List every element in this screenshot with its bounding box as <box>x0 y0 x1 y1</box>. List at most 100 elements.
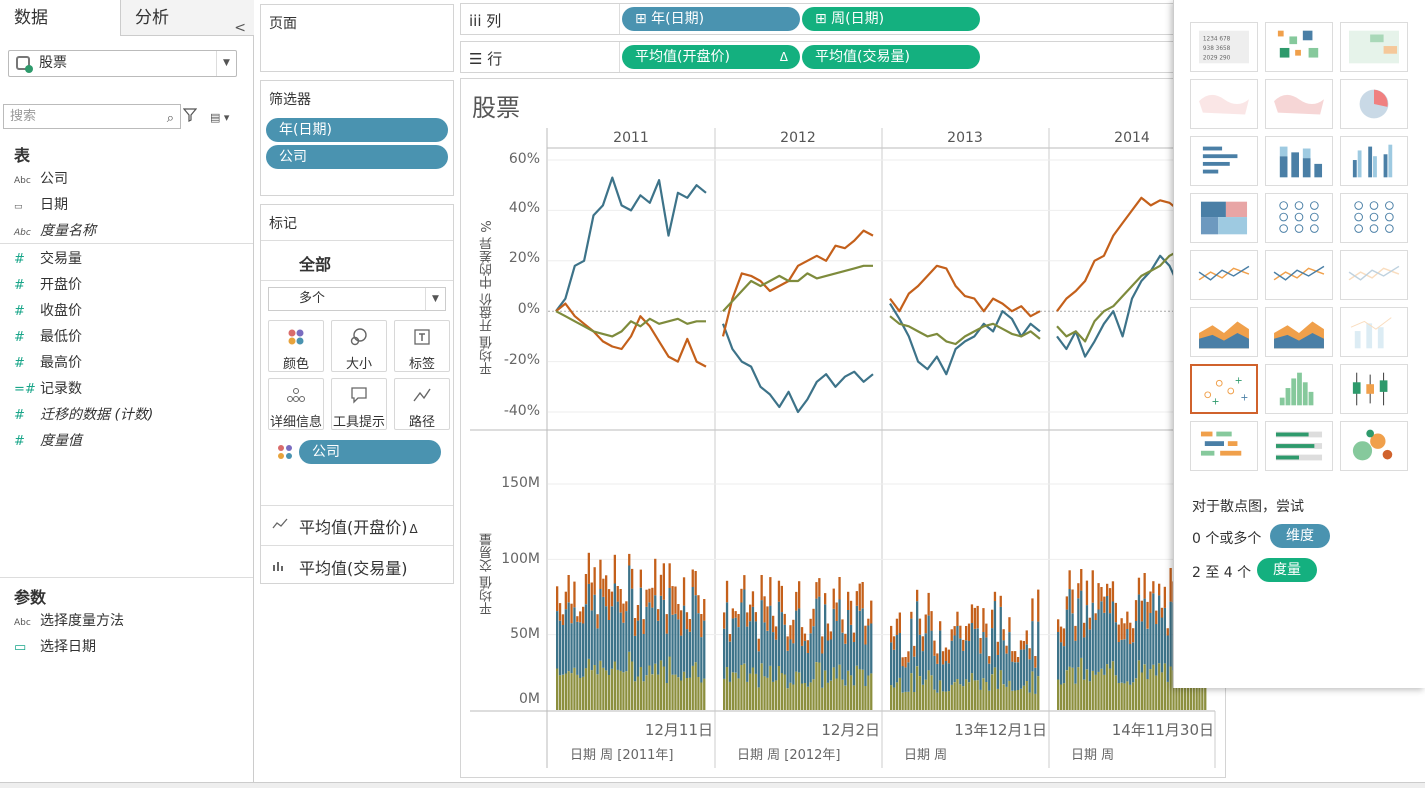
mark-type-select[interactable]: 多个 ▼ <box>268 287 446 311</box>
volume-bar <box>625 611 628 672</box>
filter-icon[interactable] <box>183 108 197 122</box>
measure-field[interactable]: # 最低价 <box>14 326 82 348</box>
pages-card[interactable]: 页面 <box>260 4 454 72</box>
volume-bar <box>772 681 775 710</box>
label-button[interactable]: 标签 <box>394 320 450 372</box>
volume-bar <box>636 605 640 621</box>
columns-pill-year[interactable]: ⊞ 年(日期) <box>622 7 800 31</box>
path-button[interactable]: 路径 <box>394 378 450 430</box>
showme-gantt-chart-icon[interactable] <box>1190 421 1258 471</box>
showme-area-continuous-icon[interactable] <box>1190 307 1258 357</box>
tab-data[interactable]: 数据 <box>0 0 120 36</box>
volume-bar <box>818 578 821 597</box>
volume-bar <box>576 616 579 622</box>
showme-bullet-graph-icon[interactable] <box>1265 421 1333 471</box>
volume-bar <box>763 596 766 623</box>
rows-pill-volume[interactable]: 平均值(交易量) <box>802 45 980 69</box>
showme-area-discrete-icon[interactable] <box>1265 307 1333 357</box>
showme-horizontal-bars-icon[interactable] <box>1190 136 1258 186</box>
volume-bar <box>973 628 976 681</box>
volume-bar <box>1080 590 1083 658</box>
measure-field[interactable]: # 最高价 <box>14 352 82 374</box>
showme-lines-continuous-icon[interactable] <box>1265 250 1333 300</box>
detail-button[interactable]: 详细信息 <box>268 378 324 430</box>
columns-pill-week[interactable]: ⊞ 周(日期) <box>802 7 980 31</box>
volume-bar <box>1034 656 1037 668</box>
volume-bar <box>1080 569 1083 591</box>
measure-field[interactable]: # 迁移的数据 (计数) <box>14 404 153 426</box>
showme-hint-meas-prefix: 2 至 4 个 <box>1192 565 1252 581</box>
measure-field[interactable]: # 交易量 <box>14 248 82 270</box>
showme-side-by-side-circles-icon[interactable] <box>1340 193 1408 243</box>
marks-measure1-tab[interactable]: 平均值(开盘价) Δ <box>299 514 418 538</box>
marks-color-pill[interactable]: 公司 <box>299 440 441 464</box>
showme-circle-views-icon[interactable] <box>1265 193 1333 243</box>
volume-bar <box>1117 624 1120 642</box>
rows-pill-open[interactable]: 平均值(开盘价) Δ <box>622 45 800 69</box>
showme-stacked-bars-icon[interactable] <box>1265 136 1333 186</box>
showme-side-by-side-bars-icon[interactable] <box>1340 136 1408 186</box>
filter-pill-company[interactable]: 公司 <box>266 145 448 169</box>
color-button[interactable]: 颜色 <box>268 320 324 372</box>
volume-bar <box>558 675 562 710</box>
measure-field[interactable]: =# 记录数 <box>14 378 82 400</box>
divider <box>261 240 453 241</box>
showme-histogram-icon[interactable] <box>1265 364 1333 414</box>
showme-highlight-table-icon[interactable] <box>1340 22 1408 72</box>
volume-bar <box>1085 605 1089 670</box>
showme-treemap-icon[interactable] <box>1190 193 1258 243</box>
showme-dual-combination-icon[interactable] <box>1340 307 1408 357</box>
volume-bar <box>1083 679 1086 710</box>
view-options-icon[interactable]: ▤ ▾ <box>210 111 230 124</box>
parameter-field[interactable]: ▭ 选择日期 <box>14 636 96 658</box>
measure-field[interactable]: # 收盘价 <box>14 300 82 322</box>
showme-filled-map-icon[interactable] <box>1265 79 1333 129</box>
volume-bar <box>838 599 841 665</box>
dimension-field[interactable]: ▭ 日期 <box>14 194 68 216</box>
search-input[interactable]: 搜索 ⌕ <box>3 104 181 129</box>
showme-symbol-map-icon[interactable] <box>1190 79 1258 129</box>
volume-bar <box>921 651 924 685</box>
volume-bar <box>1146 628 1149 680</box>
volume-bar <box>682 577 686 606</box>
volume-bar <box>1108 668 1112 710</box>
chart-canvas[interactable] <box>470 126 1216 772</box>
datasource-select[interactable]: 股票 ▼ <box>8 50 237 77</box>
marks-all-tab[interactable]: 全部 <box>299 255 332 274</box>
filter-pill-year[interactable]: 年(日期) <box>266 118 448 142</box>
x-axis-label: 日期 周 <box>1071 748 1115 763</box>
showme-packed-bubbles-icon[interactable] <box>1340 421 1408 471</box>
showme-pie-chart-icon[interactable] <box>1340 79 1408 129</box>
volume-bar <box>556 668 559 710</box>
measure-field[interactable]: # 度量值 <box>14 430 82 452</box>
volume-bar <box>1149 591 1152 613</box>
volume-bar <box>815 598 818 662</box>
volume-bar <box>772 615 775 633</box>
volume-bar <box>694 662 697 710</box>
dimension-field[interactable]: Abc 公司 <box>14 168 68 190</box>
tooltip-button[interactable]: 工具提示 <box>331 378 387 430</box>
dimension-field[interactable]: Abc 度量名称 <box>14 220 96 242</box>
measure-field[interactable]: # 开盘价 <box>14 274 82 296</box>
volume-bar <box>1088 617 1091 630</box>
volume-bar <box>633 618 637 636</box>
volume-bar <box>1120 682 1123 710</box>
volume-bar <box>777 580 781 602</box>
showme-dual-lines-icon[interactable] <box>1340 250 1408 300</box>
collapse-icon[interactable]: < <box>234 20 246 36</box>
showme-lines-discrete-icon[interactable] <box>1190 250 1258 300</box>
parameter-field[interactable]: Abc 选择度量方法 <box>14 610 124 632</box>
showme-scatter-plot-icon[interactable]: + + + <box>1190 364 1258 414</box>
marks-measure2-tab[interactable]: 平均值(交易量) <box>299 559 408 578</box>
size-button[interactable]: 大小 <box>331 320 387 372</box>
showme-text-table-icon[interactable]: 1234 678 938 3658 2029 290 <box>1190 22 1258 72</box>
volume-bar <box>1025 644 1028 681</box>
showme-heat-map-icon[interactable] <box>1265 22 1333 72</box>
tab-analysis[interactable]: 分析 < <box>120 0 254 36</box>
volume-bar <box>1129 684 1132 710</box>
volume-bar <box>1031 621 1034 672</box>
showme-box-whisker-icon[interactable] <box>1340 364 1408 414</box>
volume-bar <box>700 614 703 638</box>
volume-bar <box>1132 642 1135 683</box>
volume-bar <box>1103 596 1106 613</box>
